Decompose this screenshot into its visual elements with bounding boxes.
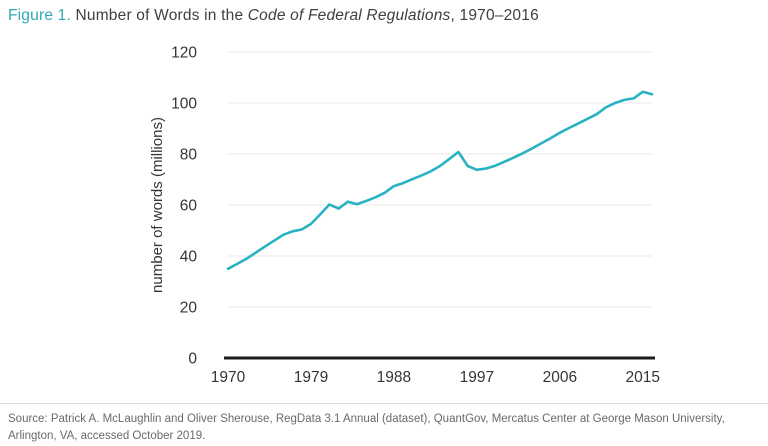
y-tick-label: 40 [180, 248, 198, 265]
x-tick-label: 1997 [460, 369, 494, 386]
y-tick-label: 60 [180, 197, 198, 214]
y-tick-label: 20 [180, 299, 198, 316]
source-note: Source: Patrick A. McLaughlin and Oliver… [0, 403, 768, 444]
data-line-cfr-words [226, 90, 654, 271]
title-text: Number of Words in the [70, 7, 248, 24]
figure-label: Figure 1. [8, 7, 71, 24]
figure-title: Figure 1. Number of Words in the Code of… [8, 7, 539, 25]
x-tick-label: 1988 [377, 369, 411, 386]
y-tick-label: 80 [180, 146, 198, 163]
x-tick-label: 2006 [543, 369, 577, 386]
y-tick-label: 120 [171, 44, 197, 61]
y-axis-title: number of words (millions) [149, 117, 166, 293]
title-italic-text: Code of Federal Regulations [247, 7, 451, 24]
y-tick-label: 0 [188, 350, 197, 367]
x-tick-label: 1979 [294, 369, 328, 386]
x-tick-label: 2015 [626, 369, 660, 386]
title-suffix: , 1970–2016 [450, 7, 539, 24]
line-chart: 0 20 40 60 80 100 120 number of words (millions… [149, 44, 660, 386]
x-tick-label: 1970 [211, 369, 246, 386]
y-tick-label: 100 [171, 95, 197, 112]
